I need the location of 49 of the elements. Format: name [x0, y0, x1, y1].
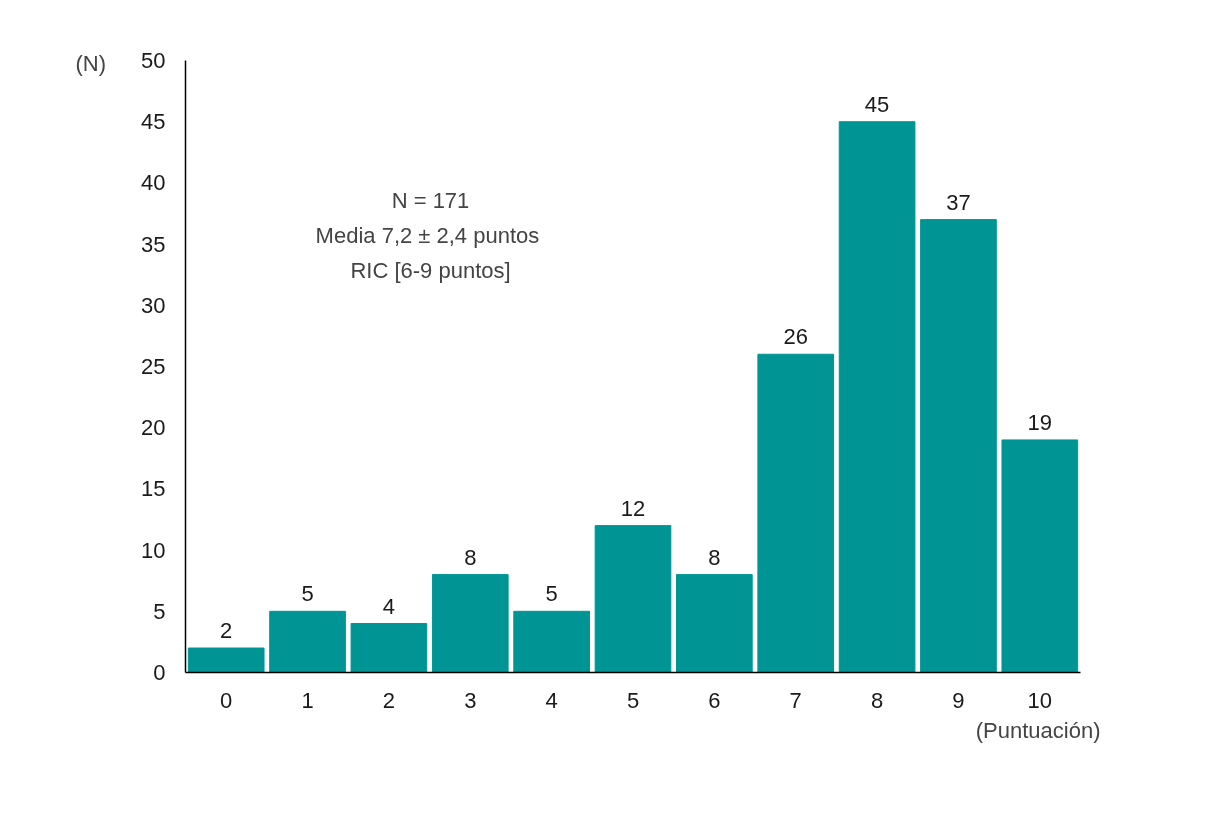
y-axis-title: (N) [75, 50, 107, 76]
bar [350, 623, 428, 673]
x-tick-label: 7 [789, 687, 802, 713]
y-tick-label: 30 [141, 292, 166, 318]
annotation: N = 171 [391, 188, 470, 213]
x-tick-label: 9 [952, 687, 965, 713]
y-tick-label: 40 [141, 170, 166, 196]
y-tick-label: 10 [141, 537, 166, 563]
data-label: 45 [864, 91, 890, 117]
data-label: 12 [620, 495, 646, 521]
bar [513, 610, 590, 673]
bar [757, 353, 835, 673]
data-label: 26 [783, 324, 808, 350]
bar [676, 574, 753, 673]
data-label: 5 [545, 581, 558, 607]
data-label: 2 [220, 618, 233, 644]
x-tick-label: 6 [708, 687, 721, 713]
bar [187, 647, 265, 673]
y-tick-label: 45 [141, 109, 166, 135]
y-tick-label: 20 [141, 415, 166, 441]
y-tick-label: 35 [141, 231, 166, 257]
y-tick-label: 0 [153, 660, 166, 685]
x-axis-title: (Puntuación) [975, 717, 1101, 743]
data-label: 19 [1027, 409, 1053, 435]
bar [920, 219, 997, 673]
y-tick-label: 5 [153, 598, 166, 624]
data-label: 8 [464, 544, 477, 570]
data-label: 5 [301, 581, 314, 607]
x-tick-label: 4 [545, 687, 558, 713]
x-tick-label: 1 [301, 687, 314, 713]
x-tick-label: 2 [382, 687, 396, 713]
x-tick-label: 5 [626, 687, 640, 713]
x-tick-label: 10 [1027, 687, 1053, 713]
bar [269, 610, 346, 673]
data-label: 8 [708, 544, 721, 570]
bar [431, 574, 509, 673]
y-tick-label: 25 [141, 354, 166, 379]
data-label: 37 [946, 189, 971, 215]
x-tick-label: 0 [220, 687, 233, 713]
annotation: Media 7,2 ± 2,4 puntos [315, 223, 540, 248]
bar [594, 525, 672, 673]
bar [838, 121, 916, 673]
x-tick-label: 8 [870, 687, 884, 713]
annotation: RIC [6-9 puntos] [350, 258, 511, 283]
y-tick-label: 15 [141, 476, 166, 502]
bar [1001, 439, 1079, 673]
y-tick-label: 50 [141, 48, 166, 73]
x-tick-label: 3 [464, 687, 477, 713]
data-label: 4 [382, 593, 396, 619]
